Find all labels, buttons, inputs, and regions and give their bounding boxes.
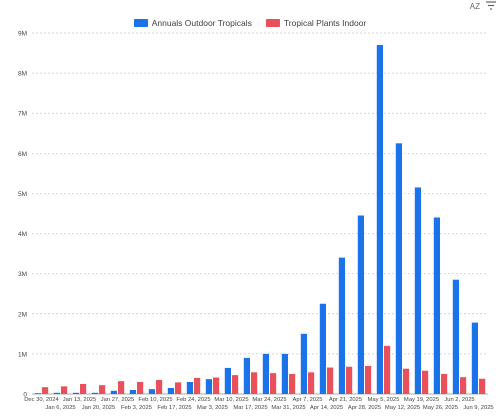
bar-series-2-1[interactable] [61,386,68,394]
x-tick-label: May 19, 2025 [404,397,439,403]
filter-icon[interactable] [486,1,496,13]
filter-icon-glyph [486,1,496,10]
bar-series-1-20[interactable] [414,187,421,394]
legend-item-series-1[interactable]: Annuals Outdoor Tropicals [133,18,252,28]
bar-series-2-3[interactable] [99,385,106,394]
legend-swatch-series-1 [133,19,148,27]
legend: Annuals Outdoor Tropicals Tropical Plant… [0,18,500,28]
x-tick-label: Jun 2, 2025 [444,397,474,403]
legend-swatch-series-2 [265,19,280,27]
y-tick-label: 2M [18,311,27,318]
bar-series-1-9[interactable] [205,379,212,394]
x-tick-label: Feb 24, 2025 [176,397,210,403]
bar-series-1-2[interactable] [72,392,79,394]
x-tick-label: Feb 3, 2025 [121,405,152,411]
x-tick-label: Apr 21, 2025 [329,397,362,403]
x-tick-label: Apr 7, 2025 [293,397,323,403]
bar-series-1-13[interactable] [281,353,288,394]
bar-series-2-2[interactable] [80,383,87,394]
y-tick-label: 7M [18,111,27,118]
x-tick-label: Jun 9, 2025 [463,405,493,411]
bar-series-2-7[interactable] [175,382,182,394]
bar-series-1-4[interactable] [110,390,117,394]
legend-label-series-2: Tropical Plants Indoor [283,18,367,28]
bar-series-2-19[interactable] [403,368,410,394]
bar-series-1-21[interactable] [433,217,440,394]
y-tick-label: 9M [18,31,27,38]
x-tick-label: Mar 24, 2025 [252,397,286,403]
x-tick-label: Jan 27, 2025 [101,397,135,403]
bar-series-1-12[interactable] [262,353,269,394]
y-tick-label: 1M [18,351,27,358]
x-tick-label: May 26, 2025 [423,405,458,411]
bar-series-2-23[interactable] [479,378,486,394]
bar-series-2-10[interactable] [232,375,239,394]
bar-series-1-14[interactable] [300,333,307,394]
y-tick-label: 3M [18,271,27,278]
bar-series-1-1[interactable] [53,392,60,394]
bar-series-1-18[interactable] [376,45,383,395]
x-tick-label: Feb 17, 2025 [157,405,191,411]
bar-series-1-17[interactable] [357,215,364,394]
bar-series-1-3[interactable] [91,392,98,394]
legend-item-series-2[interactable]: Tropical Plants Indoor [265,18,367,28]
x-tick-label: Apr 28, 2025 [348,405,381,411]
bar-series-1-8[interactable] [186,381,193,394]
bar-series-1-22[interactable] [452,279,459,394]
bar-series-2-14[interactable] [308,372,315,394]
x-tick-label: Dec 30, 2024 [24,397,59,403]
bar-series-2-4[interactable] [118,381,125,394]
y-tick-label: 8M [18,71,27,78]
bar-series-1-6[interactable] [148,389,155,394]
chart-toolbar: AZ [470,0,496,14]
y-tick-label: 6M [18,151,27,158]
bar-series-2-0[interactable] [42,387,49,394]
sort-az-button[interactable]: AZ [469,2,480,11]
bar-series-1-7[interactable] [167,387,174,394]
y-tick-label: 0 [23,392,27,399]
x-tick-label: Feb 10, 2025 [138,397,172,403]
bar-series-2-17[interactable] [365,365,372,394]
x-tick-label: Jan 13, 2025 [63,397,97,403]
bar-series-1-11[interactable] [243,357,250,394]
bar-series-2-11[interactable] [251,372,258,394]
bar-series-2-5[interactable] [137,381,144,394]
x-tick-label: Mar 31, 2025 [271,405,305,411]
bar-series-1-0[interactable] [34,393,41,394]
x-tick-label: Jan 6, 2025 [45,405,75,411]
bar-series-1-10[interactable] [224,367,231,394]
bar-series-2-21[interactable] [441,373,448,394]
bar-series-2-9[interactable] [213,377,220,394]
x-tick-label: May 12, 2025 [385,405,420,411]
bar-series-1-23[interactable] [471,322,478,394]
x-tick-label: Mar 10, 2025 [214,397,248,403]
bar-series-2-15[interactable] [327,367,334,394]
y-tick-label: 5M [18,191,27,198]
bar-series-2-8[interactable] [194,377,201,394]
bar-series-2-22[interactable] [460,377,467,394]
x-tick-label: May 5, 2025 [368,397,400,403]
bar-series-2-18[interactable] [384,345,391,394]
bar-series-2-16[interactable] [346,366,353,394]
x-tick-label: Mar 3, 2025 [197,405,228,411]
bar-series-2-6[interactable] [156,379,163,394]
legend-label-series-1: Annuals Outdoor Tropicals [151,18,252,28]
x-tick-label: Jan 20, 2025 [82,405,116,411]
bar-series-1-15[interactable] [319,303,326,394]
bar-series-2-20[interactable] [422,370,429,394]
bar-series-1-19[interactable] [395,143,402,394]
x-tick-label: Apr 14, 2025 [310,405,343,411]
bar-series-1-16[interactable] [338,257,345,394]
x-tick-label: Mar 17, 2025 [233,405,267,411]
bar-series-2-12[interactable] [270,373,277,394]
bar-series-1-5[interactable] [129,389,136,394]
bar-series-2-13[interactable] [289,373,296,394]
y-tick-label: 4M [18,231,27,238]
